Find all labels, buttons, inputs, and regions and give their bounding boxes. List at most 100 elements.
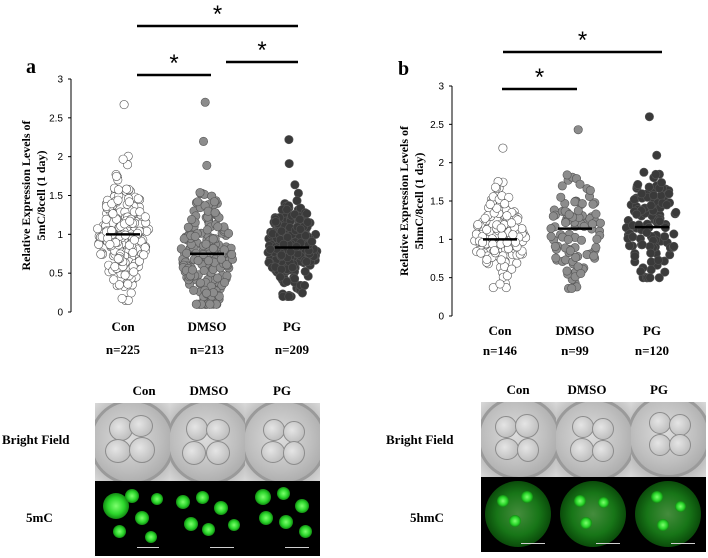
data-point-b-con	[485, 199, 495, 209]
data-point-b-pg	[645, 273, 655, 283]
significance-star-a: *	[169, 50, 178, 77]
data-point-b-pg	[637, 189, 647, 199]
y-tick-label-a: 1	[57, 230, 63, 241]
data-point-b-pg	[660, 232, 670, 242]
data-point-b-pg	[652, 150, 662, 160]
data-point-a-con	[114, 185, 124, 195]
img-left-col-con: Con	[132, 383, 156, 398]
data-point-a-con	[105, 240, 115, 250]
data-point-b-dmso	[587, 219, 597, 229]
y-tick-label-b: 2.5	[430, 120, 444, 131]
data-point-b-pg	[662, 200, 672, 210]
data-point-b-dmso	[589, 251, 599, 261]
category-label-a-con: Con	[111, 319, 135, 334]
y-axis-label-line2: 5mC/8cell (1 day)	[34, 151, 48, 241]
data-point-b-dmso	[565, 246, 575, 256]
data-point-b-dmso	[563, 235, 573, 245]
data-point-b-pg	[644, 112, 654, 122]
data-point-a-pg	[302, 257, 312, 267]
data-point-b-pg	[656, 178, 666, 188]
data-point-b-pg	[669, 229, 679, 239]
img-right-row-brightfield: Bright Field	[386, 432, 454, 447]
data-point-a-pg	[275, 272, 285, 282]
data-point-a-pg	[276, 226, 286, 236]
y-tick-label-a: 3	[57, 75, 63, 86]
n-label-b-pg: n=120	[635, 343, 669, 358]
data-point-a-dmso	[208, 234, 218, 244]
data-point-b-dmso	[562, 266, 572, 276]
data-point-a-pg	[282, 232, 292, 242]
data-point-b-con	[482, 255, 492, 265]
data-point-b-dmso	[548, 211, 558, 221]
data-point-b-pg	[628, 232, 638, 242]
data-point-a-pg	[292, 196, 302, 206]
data-point-a-con	[122, 184, 132, 194]
img-right-col-dmso: DMSO	[567, 382, 607, 397]
data-point-b-dmso	[550, 242, 560, 252]
data-point-a-dmso	[188, 265, 198, 275]
data-point-b-dmso	[573, 206, 583, 216]
data-point-b-pg	[653, 255, 663, 265]
data-point-b-pg	[654, 273, 664, 283]
data-point-a-dmso	[204, 256, 214, 266]
n-label-b-con: n=146	[483, 343, 518, 358]
data-point-b-dmso	[573, 125, 583, 135]
data-point-b-con	[502, 271, 512, 281]
data-point-a-dmso	[208, 244, 218, 254]
category-label-a-pg: PG	[283, 319, 301, 334]
y-axis-label-line2: 5hmC/8cell (1 day)	[412, 153, 426, 250]
img-left-row-5mc: 5mC	[26, 510, 53, 525]
data-point-a-dmso	[202, 160, 212, 170]
y-tick-label-b: 1	[438, 235, 444, 246]
data-point-a-pg	[271, 217, 281, 227]
data-point-b-pg	[646, 248, 656, 258]
data-point-b-pg	[671, 207, 681, 217]
data-point-b-dmso	[576, 268, 586, 278]
data-point-a-dmso	[224, 228, 234, 238]
y-axis-label-line1: Relative Expression Levels of	[397, 125, 411, 276]
data-point-b-dmso	[556, 192, 566, 202]
brightfield-image-dmso	[170, 403, 245, 481]
significance-star-b: *	[578, 27, 587, 54]
data-point-a-dmso	[191, 299, 201, 309]
fluorescence-image-5mc-pg	[245, 481, 320, 556]
data-point-a-pg	[293, 188, 303, 198]
data-point-b-pg	[660, 267, 670, 277]
data-point-a-pg	[282, 205, 292, 215]
data-point-b-con	[482, 225, 492, 235]
data-point-b-pg	[642, 228, 652, 238]
data-point-a-con	[101, 214, 111, 224]
data-point-a-dmso	[209, 197, 219, 207]
y-tick-label-a: 0.5	[49, 269, 63, 280]
data-point-a-dmso	[199, 265, 209, 275]
data-point-a-pg	[276, 250, 286, 260]
data-point-b-dmso	[577, 199, 587, 209]
data-point-a-pg	[282, 277, 292, 287]
data-point-b-dmso	[546, 232, 556, 242]
data-point-a-dmso	[220, 277, 230, 287]
data-point-b-con	[498, 143, 508, 153]
brightfield-image-pg	[245, 403, 320, 481]
data-point-b-con	[517, 224, 527, 234]
data-point-a-pg	[284, 291, 294, 301]
data-point-b-pg	[669, 241, 679, 251]
y-axis-label-b: Relative Expression Levels of 5hmC/8cell …	[397, 125, 426, 276]
y-tick-label-b: 2	[438, 158, 444, 169]
data-point-a-con	[93, 224, 103, 234]
data-point-b-dmso	[557, 181, 567, 191]
data-point-b-con	[502, 211, 512, 221]
img-right-col-con: Con	[506, 382, 530, 397]
data-point-a-con	[135, 207, 145, 217]
data-point-a-dmso	[210, 208, 220, 218]
data-point-a-dmso	[195, 188, 205, 198]
data-point-b-dmso	[576, 235, 586, 245]
data-point-a-con	[134, 256, 144, 266]
data-point-a-con	[140, 212, 150, 222]
data-point-a-dmso	[189, 285, 199, 295]
data-point-b-dmso	[591, 242, 601, 252]
y-axis-label-line1: Relative Expression Levels of	[19, 119, 33, 270]
data-point-b-con	[506, 218, 516, 228]
data-point-b-pg	[636, 266, 646, 276]
data-point-b-dmso	[595, 218, 605, 228]
